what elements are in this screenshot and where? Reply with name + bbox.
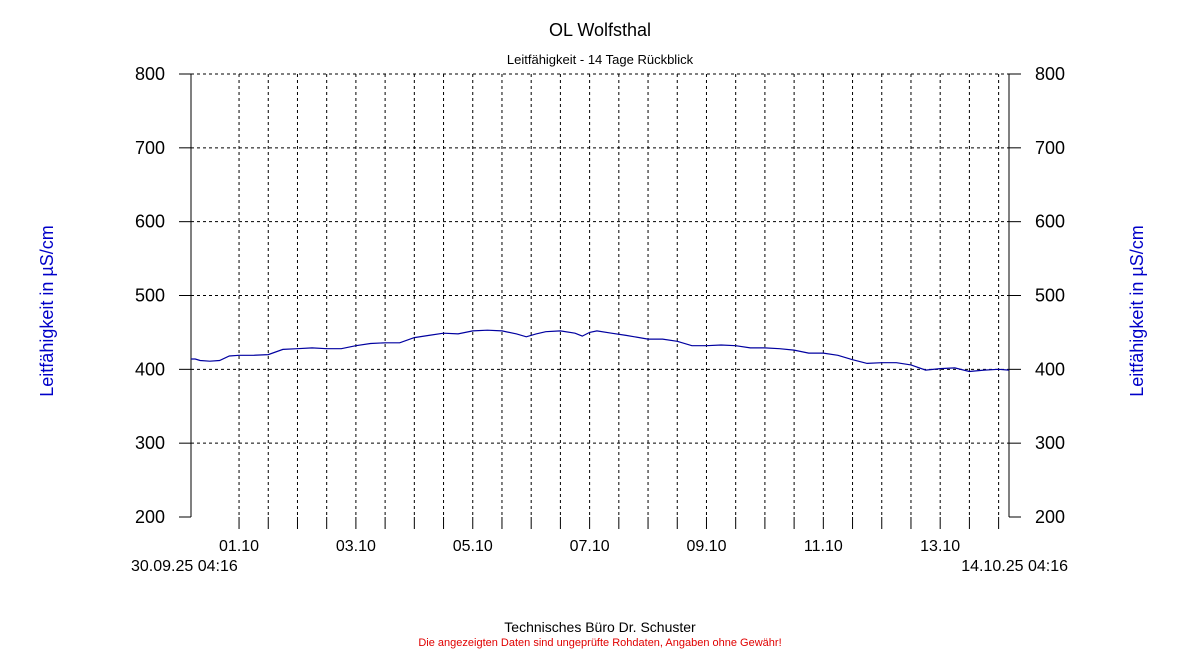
series-line bbox=[191, 329, 1010, 373]
y-tick-label-right: 400 bbox=[1035, 359, 1065, 379]
y-tick-label-left: 600 bbox=[135, 212, 165, 232]
x-range-start-label: 30.09.25 04:16 bbox=[131, 558, 238, 575]
y-tick-label-left: 400 bbox=[135, 359, 165, 379]
x-tick-label: 13.10 bbox=[920, 538, 960, 555]
footer-company: Technisches Büro Dr. Schuster bbox=[504, 619, 696, 635]
y-tick-label-right: 700 bbox=[1035, 138, 1065, 158]
x-tick-label: 11.10 bbox=[804, 538, 843, 555]
y-tick-label-left: 800 bbox=[135, 64, 165, 84]
footer-disclaimer: Die angezeigten Daten sind ungeprüfte Ro… bbox=[418, 637, 781, 649]
y-tick-label-right: 600 bbox=[1035, 212, 1065, 232]
grid bbox=[191, 73, 1009, 517]
x-tick-label: 05.10 bbox=[453, 538, 493, 555]
x-range-end-label: 14.10.25 04:16 bbox=[961, 558, 1068, 575]
y-tick-label-right: 800 bbox=[1035, 64, 1065, 84]
chart-subtitle: Leitfähigkeit - 14 Tage Rückblick bbox=[507, 52, 694, 67]
y-tick-label-left: 300 bbox=[135, 433, 165, 453]
y-axis-label-right: Leitfähigkeit in µS/cm bbox=[1127, 225, 1147, 396]
series bbox=[191, 329, 1010, 373]
chart-title: OL Wolfsthal bbox=[549, 20, 651, 40]
axes bbox=[179, 73, 1021, 529]
tick-labels: 200 200 300 300 400 400 500 500 600 600 700 700 800 8… bbox=[135, 64, 1065, 555]
y-tick-label-right: 200 bbox=[1035, 507, 1065, 527]
x-tick-label: 09.10 bbox=[686, 538, 726, 555]
y-tick-label-right: 300 bbox=[1035, 433, 1065, 453]
x-tick-label: 03.10 bbox=[336, 538, 376, 555]
y-axis-label-left: Leitfähigkeit in µS/cm bbox=[37, 225, 57, 396]
y-tick-label-left: 200 bbox=[135, 507, 165, 527]
y-tick-label-left: 700 bbox=[135, 138, 165, 158]
y-tick-label-right: 500 bbox=[1035, 286, 1065, 306]
x-tick-label: 07.10 bbox=[570, 538, 610, 555]
y-tick-label-left: 500 bbox=[135, 286, 165, 306]
x-tick-label: 01.10 bbox=[219, 538, 259, 555]
